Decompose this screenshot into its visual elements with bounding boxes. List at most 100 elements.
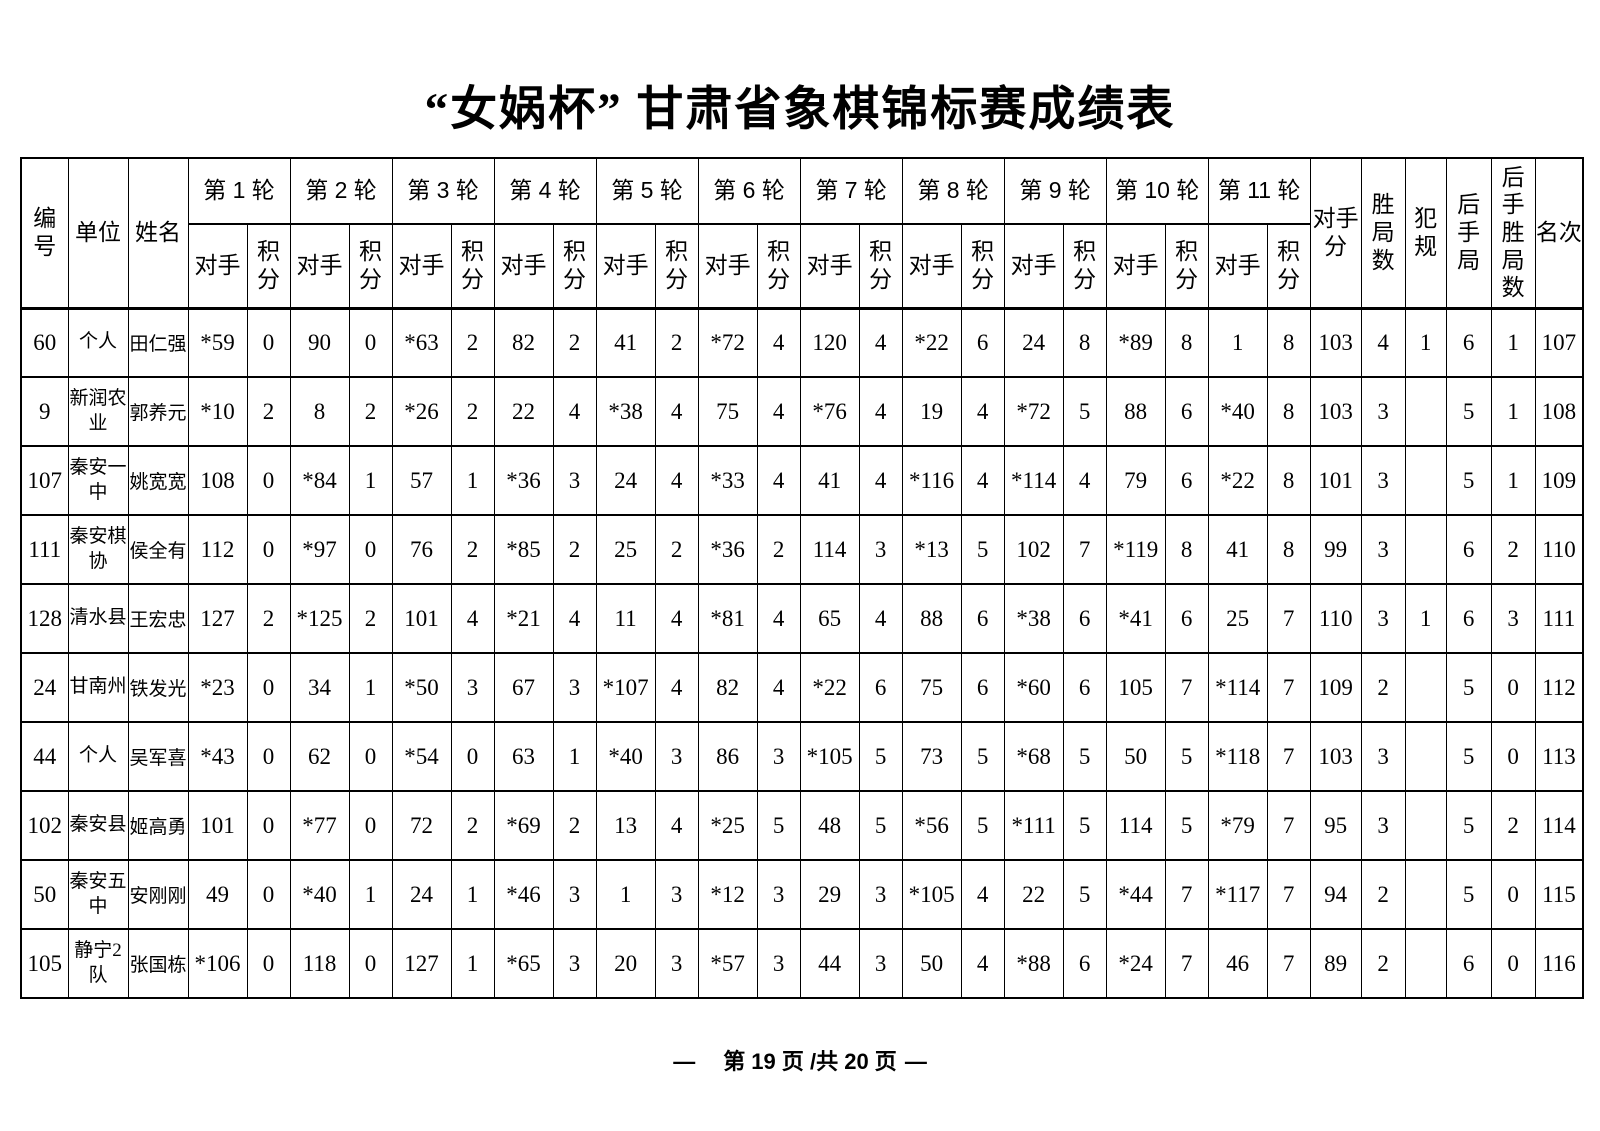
cell-second-wins: 0 xyxy=(1490,928,1536,999)
cell-round2-opponent: 34 xyxy=(289,652,350,723)
header-round-1: 第 1 轮 xyxy=(187,157,291,225)
cell-round10-opponent: *41 xyxy=(1105,583,1166,654)
header-round-1-opponent: 对手 xyxy=(187,223,248,309)
header-col-wins-label: 胜局数 xyxy=(1371,191,1395,273)
cell-round6-score: 4 xyxy=(756,652,801,723)
cell-round4-opponent: *21 xyxy=(493,583,554,654)
cell-round9-score: 4 xyxy=(1062,445,1107,516)
cell-second-games: 6 xyxy=(1445,514,1492,585)
cell-round3-opponent: *63 xyxy=(391,306,452,378)
cell-fouls xyxy=(1404,721,1447,792)
cell-second-wins: 1 xyxy=(1490,306,1536,378)
cell-second-games: 6 xyxy=(1445,583,1492,654)
results-table: 编号 单位 姓名第 1 轮第 2 轮第 3 轮第 4 轮第 5 轮第 6 轮第 7 … xyxy=(20,157,1585,999)
table-row: 9 新润农业 郭养元 *10 2 8 2 *26 2 22 4 *38 4 75 4 *76 4 19 4 *72 5 8… xyxy=(20,376,1584,447)
cell-round10-score: 5 xyxy=(1164,790,1209,861)
cell-second-games: 5 xyxy=(1445,376,1492,447)
cell-wins: 3 xyxy=(1360,721,1406,792)
header-round-2: 第 2 轮 xyxy=(289,157,393,225)
cell-round7-score: 3 xyxy=(858,928,903,999)
cell-fouls xyxy=(1404,376,1447,447)
cell-number: 111 xyxy=(20,514,69,585)
header-round-3: 第 3 轮 xyxy=(391,157,495,225)
cell-round1-score: 0 xyxy=(246,928,291,999)
header-round-6-opponent: 对手 xyxy=(697,223,758,309)
cell-unit: 秦安县 xyxy=(67,790,129,861)
cell-round8-score: 4 xyxy=(960,928,1005,999)
cell-opponent-score: 103 xyxy=(1309,306,1362,378)
cell-name: 侯全有 xyxy=(127,514,189,585)
header-round-7-score-label: 积分 xyxy=(869,238,893,292)
cell-round7-score: 4 xyxy=(858,583,903,654)
header-round-3-opponent: 对手 xyxy=(391,223,452,309)
cell-round7-opponent: 65 xyxy=(799,583,860,654)
cell-round8-opponent: *105 xyxy=(901,859,962,930)
table-body: 60 个人 田仁强 *59 0 90 0 *63 2 82 2 41 2 *72 4 120 4 *22 6 24 8 *… xyxy=(20,306,1584,999)
cell-unit: 秦安棋协 xyxy=(67,514,129,585)
cell-round3-opponent: 72 xyxy=(391,790,452,861)
cell-round8-opponent: 50 xyxy=(901,928,962,999)
cell-round7-opponent: 120 xyxy=(799,306,860,378)
cell-second-games: 5 xyxy=(1445,790,1492,861)
cell-round7-opponent: 114 xyxy=(799,514,860,585)
header-col-opponent-score-label: 对手分 xyxy=(1312,205,1359,259)
cell-round10-opponent: *119 xyxy=(1105,514,1166,585)
cell-round5-opponent: 13 xyxy=(595,790,656,861)
cell-round4-score: 4 xyxy=(552,583,597,654)
cell-round9-score: 5 xyxy=(1062,721,1107,792)
cell-round3-score: 2 xyxy=(450,306,495,378)
cell-round10-opponent: *24 xyxy=(1105,928,1166,999)
header-round-7: 第 7 轮 xyxy=(799,157,903,225)
cell-round9-opponent: *88 xyxy=(1003,928,1064,999)
cell-round3-opponent: 101 xyxy=(391,583,452,654)
cell-round4-score: 2 xyxy=(552,306,597,378)
cell-fouls xyxy=(1404,445,1447,516)
header-round-4-opponent: 对手 xyxy=(493,223,554,309)
cell-number: 60 xyxy=(20,306,69,378)
footer-right-dash: — xyxy=(904,1049,927,1074)
cell-rank: 116 xyxy=(1534,928,1584,999)
cell-round8-opponent: 19 xyxy=(901,376,962,447)
cell-round3-score: 1 xyxy=(450,859,495,930)
cell-round8-score: 6 xyxy=(960,583,1005,654)
cell-round10-opponent: 105 xyxy=(1105,652,1166,723)
cell-round3-score: 1 xyxy=(450,928,495,999)
cell-opponent-score: 94 xyxy=(1309,859,1362,930)
cell-second-games: 6 xyxy=(1445,306,1492,378)
cell-round3-opponent: *54 xyxy=(391,721,452,792)
cell-wins: 2 xyxy=(1360,859,1406,930)
cell-wins: 2 xyxy=(1360,928,1406,999)
cell-round1-opponent: *59 xyxy=(187,306,248,378)
cell-round7-opponent: 29 xyxy=(799,859,860,930)
cell-fouls: 1 xyxy=(1404,306,1447,378)
header-round-11-score-label: 积分 xyxy=(1277,238,1301,292)
cell-round6-score: 4 xyxy=(756,445,801,516)
cell-round2-score: 0 xyxy=(348,306,393,378)
cell-round3-score: 1 xyxy=(450,445,495,516)
header-round-10-score: 积分 xyxy=(1164,223,1209,309)
header-round-10-opponent: 对手 xyxy=(1105,223,1166,309)
cell-round4-score: 4 xyxy=(552,376,597,447)
cell-name: 安刚刚 xyxy=(127,859,189,930)
cell-round8-score: 4 xyxy=(960,859,1005,930)
cell-round9-opponent: *111 xyxy=(1003,790,1064,861)
header-round-9-score: 积分 xyxy=(1062,223,1107,309)
cell-round11-score: 8 xyxy=(1266,514,1311,585)
cell-round5-opponent: 41 xyxy=(595,306,656,378)
header-round-1-score-label: 积分 xyxy=(257,238,280,292)
cell-round9-opponent: *72 xyxy=(1003,376,1064,447)
header-round-3-score-label: 积分 xyxy=(461,238,485,292)
cell-round2-score: 1 xyxy=(348,445,393,516)
cell-round8-score: 4 xyxy=(960,445,1005,516)
cell-round8-score: 5 xyxy=(960,721,1005,792)
cell-round6-score: 4 xyxy=(756,583,801,654)
header-col-fouls-label: 犯规 xyxy=(1414,205,1438,259)
cell-round1-opponent: *43 xyxy=(187,721,248,792)
cell-name: 吴军喜 xyxy=(127,721,189,792)
cell-second-wins: 2 xyxy=(1490,790,1536,861)
cell-name: 郭养元 xyxy=(127,376,189,447)
header-col-opponent-score: 对手分 xyxy=(1309,157,1362,309)
cell-name: 姚宽宽 xyxy=(127,445,189,516)
cell-round3-score: 3 xyxy=(450,652,495,723)
header-round-11-score: 积分 xyxy=(1266,223,1311,309)
